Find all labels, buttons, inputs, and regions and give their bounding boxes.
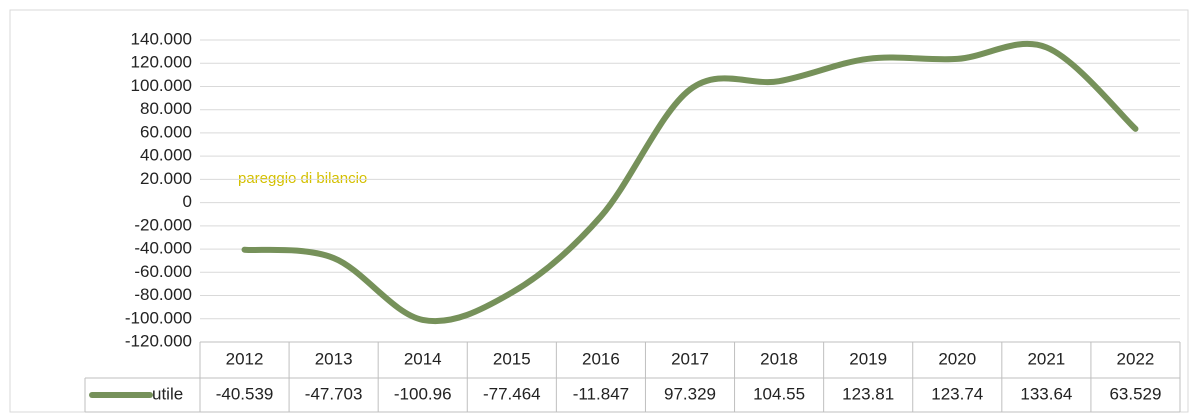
x-tick-label: 2016 [582, 349, 620, 368]
y-tick-label: 60.000 [140, 122, 192, 141]
data-label: -11.847 [573, 384, 629, 403]
x-tick-label: 2015 [493, 349, 531, 368]
y-tick-label: -80.000 [134, 285, 192, 304]
data-label: 63.529 [1109, 384, 1161, 403]
data-label: 97.329 [664, 384, 716, 403]
annotation: pareggio di bilancio [238, 170, 367, 187]
series-line [241, 40, 1139, 324]
y-tick-label: -120.000 [125, 331, 192, 350]
x-tick-label: 2013 [315, 349, 353, 368]
y-tick-label: -40.000 [134, 239, 192, 258]
x-tick-label: 2019 [849, 349, 887, 368]
x-tick-label: 2021 [1027, 349, 1065, 368]
y-tick-label: 120.000 [131, 53, 192, 72]
data-label: 123.81 [842, 384, 894, 403]
data-label: -40.539 [216, 384, 274, 403]
x-tick-label: 2017 [671, 349, 709, 368]
y-tick-label: -100.000 [125, 308, 192, 327]
data-label: 123.74 [931, 384, 983, 403]
legend-label: utile [152, 384, 183, 403]
x-tick-label: 2020 [938, 349, 976, 368]
data-label: -47.703 [305, 384, 363, 403]
x-tick-label: 2014 [404, 349, 442, 368]
data-label: -77.464 [483, 384, 541, 403]
y-tick-label: -20.000 [134, 215, 192, 234]
data-label: 104.55 [753, 384, 805, 403]
x-tick-label: 2012 [226, 349, 264, 368]
x-tick-label: 2018 [760, 349, 798, 368]
y-tick-label: 40.000 [140, 146, 192, 165]
y-tick-label: 20.000 [140, 169, 192, 188]
data-label: -100.96 [394, 384, 452, 403]
y-tick-label: 140.000 [131, 29, 192, 48]
data-label: 133.64 [1020, 384, 1072, 403]
y-tick-label: 100.000 [131, 76, 192, 95]
x-tick-label: 2022 [1117, 349, 1155, 368]
y-tick-label: 80.000 [140, 99, 192, 118]
y-tick-label: 0 [183, 192, 192, 211]
y-tick-label: -60.000 [134, 262, 192, 281]
